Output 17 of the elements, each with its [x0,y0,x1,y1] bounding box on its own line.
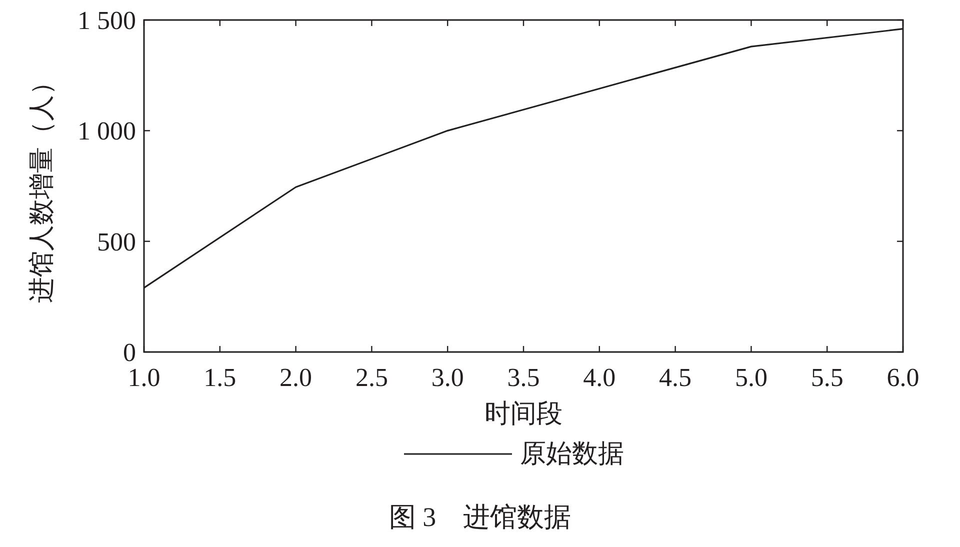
x-axis-title: 时间段 [484,399,562,428]
y-tick-label: 500 [97,227,136,256]
x-tick-label: 4.0 [583,363,616,392]
x-tick-label: 3.5 [507,363,540,392]
x-tick-label: 5.5 [810,363,844,392]
x-tick-label: 5.0 [734,363,768,392]
legend-label: 原始数据 [520,439,624,468]
x-tick-label: 3.0 [431,363,464,392]
x-tick-label: 2.0 [280,363,312,392]
y-tick-label: 1 000 [78,116,136,146]
x-tick-label: 1.5 [204,363,236,392]
caption: 图 3 进馆数据 [388,502,572,532]
y-axis-title: 进馆人数增量（人） [27,69,56,303]
y-tick-label: 1 500 [78,6,136,35]
x-tick-label: 4.5 [659,363,692,392]
x-tick-label: 6.0 [886,363,920,392]
x-tick-label: 2.5 [355,363,388,392]
